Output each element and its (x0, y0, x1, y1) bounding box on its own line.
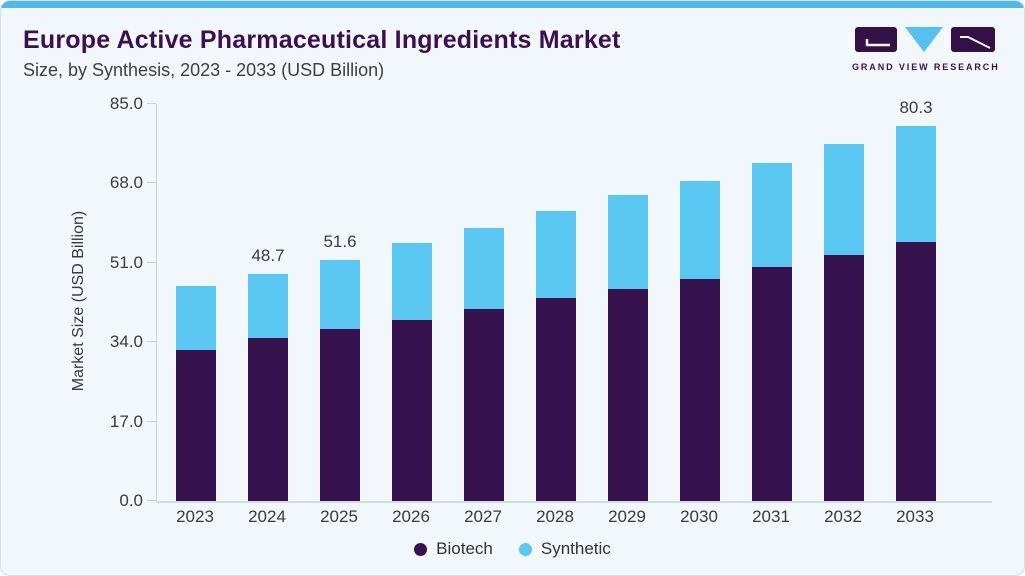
bar-synthetic-2028 (536, 211, 576, 299)
bar-biotech-2031 (752, 266, 792, 501)
bar-synthetic-2027 (464, 228, 504, 310)
y-tick-label-17.0: 17.0 (109, 411, 143, 431)
bar-biotech-2026 (392, 320, 432, 501)
bar-biotech-2029 (608, 288, 648, 501)
page-title: Europe Active Pharmaceutical Ingredients… (23, 26, 621, 54)
legend-dot-synthetic-icon (518, 542, 532, 556)
y-tick-label-85.0: 85.0 (109, 94, 143, 113)
bar-biotech-2025 (320, 329, 360, 501)
bar-synthetic-2029 (608, 194, 648, 289)
y-tick-mark-85.0 (147, 103, 156, 104)
y-axis-title: Market Size (USD Billion) (70, 210, 87, 392)
plot-area: 0.0 17.0 34.0 51.0 68.0 85.0 48.7 51.6 80.3 (110, 94, 992, 510)
y-tick-label-51.0: 51.0 (109, 252, 143, 272)
top-accent-stripe (1, 1, 1024, 8)
x-tick-label-2031: 2031 (752, 507, 790, 526)
x-tick-label-2027: 2027 (464, 507, 502, 526)
chart-legend: Biotech Synthetic (1, 539, 1024, 559)
x-tick-label-2029: 2029 (608, 507, 646, 526)
y-tick-mark-51.0 (147, 261, 156, 263)
bar-biotech-2032 (824, 254, 864, 501)
bar-synthetic-2024 (248, 273, 288, 338)
bar-value-label-2025: 51.6 (323, 232, 357, 251)
x-tick-label-2023: 2023 (176, 507, 214, 526)
bar-synthetic-2030 (680, 181, 720, 280)
bar-biotech-2027 (464, 309, 504, 501)
x-tick-label-2030: 2030 (680, 507, 718, 526)
y-tick-label-34.0: 34.0 (109, 332, 143, 352)
gvr-logo-text: GRAND VIEW RESEARCH (852, 62, 1000, 72)
chart-header: Europe Active Pharmaceutical Ingredients… (23, 25, 621, 82)
page-subtitle: Size, by Synthesis, 2023 - 2033 (USD Bil… (23, 60, 385, 80)
bar-synthetic-2023 (176, 286, 216, 351)
bar-biotech-2033 (896, 241, 936, 501)
grand-view-research-logo: GRAND VIEW RESEARCH (852, 27, 998, 72)
bar-synthetic-2025 (320, 260, 360, 330)
y-tick-mark-34.0 (147, 341, 156, 343)
bar-biotech-2023 (176, 350, 216, 501)
x-tick-label-2028: 2028 (536, 507, 574, 526)
bar-synthetic-2031 (752, 162, 792, 267)
bar-synthetic-2032 (824, 143, 864, 255)
x-tick-label-2026: 2026 (392, 507, 430, 526)
bar-synthetic-2033 (896, 125, 936, 242)
legend-dot-biotech-icon (414, 542, 428, 556)
x-tick-label-2032: 2032 (824, 507, 862, 526)
gvr-logo-icon (855, 27, 995, 52)
legend-item-synthetic: Synthetic (518, 539, 611, 559)
bar-biotech-2030 (680, 279, 720, 501)
x-tick-label-2033: 2033 (896, 507, 934, 526)
bar-value-label-2024: 48.7 (251, 245, 285, 265)
x-tick-label-2024: 2024 (248, 507, 286, 526)
y-tick-mark-0.0 (147, 500, 156, 501)
y-tick-mark-68.0 (147, 182, 156, 184)
y-tick-label-68.0: 68.0 (109, 173, 143, 193)
legend-label-synthetic: Synthetic (540, 539, 611, 558)
bar-biotech-2028 (536, 298, 576, 501)
x-tick-label-2025: 2025 (320, 507, 358, 526)
y-tick-mark-17.0 (147, 420, 156, 422)
legend-item-biotech: Biotech (414, 539, 493, 559)
y-tick-label-0.0: 0.0 (119, 491, 143, 510)
bar-synthetic-2026 (392, 243, 432, 321)
bar-value-label-2033: 80.3 (899, 97, 933, 117)
legend-label-biotech: Biotech (436, 539, 493, 558)
bar-biotech-2024 (248, 338, 288, 501)
